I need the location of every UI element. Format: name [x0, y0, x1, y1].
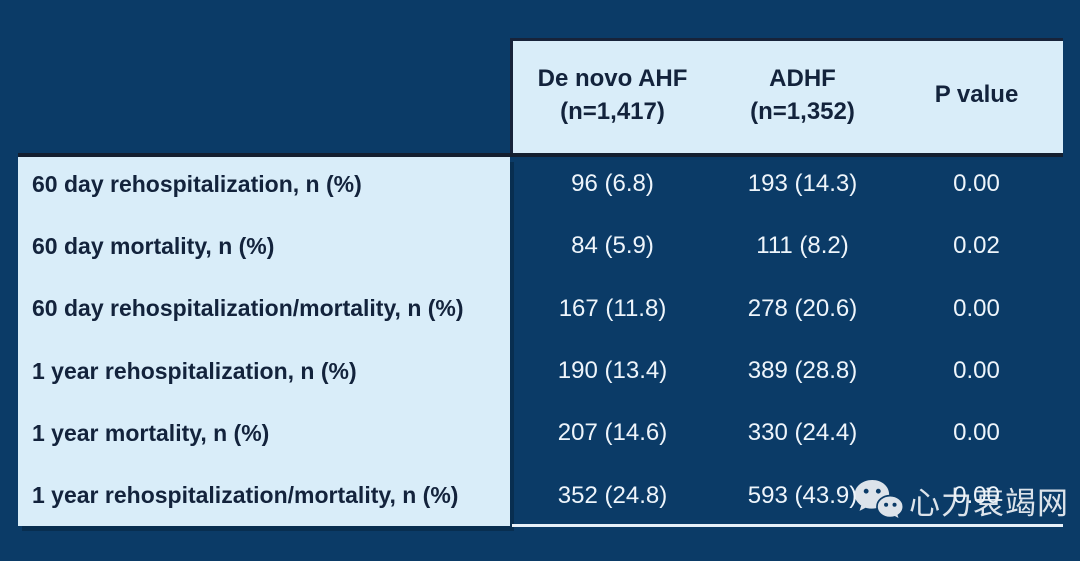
cell-de-novo: 96 (6.8) — [571, 170, 654, 198]
header-panel — [510, 38, 1063, 153]
cell-p-value: 0.00 — [953, 357, 1000, 385]
table-bottom-rule — [512, 524, 1063, 527]
cell-adhf: 278 (20.6) — [747, 294, 858, 322]
row-label: 60 day mortality, n (%) — [32, 232, 275, 259]
row-label: 1 year rehospitalization/mortality, n (%… — [32, 482, 459, 509]
col-header-line2: (n=1,352) — [750, 97, 855, 125]
header-divider — [18, 153, 1063, 157]
cell-de-novo: 167 (11.8) — [558, 294, 667, 322]
cell-p-value: 0.02 — [953, 232, 1000, 260]
cell-de-novo: 352 (24.8) — [557, 481, 668, 509]
cell-p-value: 0.00 — [953, 170, 1000, 198]
watermark: 心力衰竭网 — [854, 478, 1069, 523]
cell-adhf: 389 (28.8) — [747, 357, 858, 385]
row-label: 1 year mortality, n (%) — [32, 419, 270, 446]
col-header-line1: P value — [934, 81, 1019, 109]
cell-p-value: 0.00 — [953, 481, 1000, 509]
outcomes-table: De novo AHF (n=1,417) ADHF (n=1,352) P v… — [18, 38, 1063, 527]
cell-adhf: 330 (24.4) — [747, 419, 858, 447]
header-empty-cell — [18, 38, 510, 153]
col-header-de-novo-ahf: De novo AHF (n=1,417) — [510, 38, 715, 153]
cell-adhf: 593 (43.9) — [747, 481, 858, 509]
col-header-p-value: P value — [890, 38, 1063, 153]
watermark-text: 心力衰竭网 — [909, 486, 1069, 522]
cell-adhf: 193 (14.3) — [747, 170, 858, 198]
col-header-line1: ADHF — [769, 65, 836, 93]
cell-de-novo: 84 (5.9) — [571, 232, 654, 260]
row-label: 60 day rehospitalization, n (%) — [32, 170, 362, 197]
col-header-adhf: ADHF (n=1,352) — [715, 38, 890, 153]
table-grid: De novo AHF (n=1,417) ADHF (n=1,352) P v… — [18, 38, 1063, 527]
cell-de-novo: 207 (14.6) — [557, 419, 668, 447]
cell-de-novo: 190 (13.4) — [557, 357, 668, 385]
cell-p-value: 0.00 — [953, 294, 1000, 322]
row-label-panel — [18, 157, 510, 526]
cell-p-value: 0.00 — [953, 419, 1000, 447]
col-header-line1: De novo AHF — [537, 65, 688, 93]
row-label: 60 day rehospitalization/mortality, n (%… — [32, 295, 464, 322]
wechat-icon — [854, 479, 904, 523]
cell-adhf: 111 (8.2) — [756, 232, 849, 260]
col-header-line2: (n=1,417) — [560, 97, 665, 125]
row-label: 1 year rehospitalization, n (%) — [32, 357, 357, 384]
